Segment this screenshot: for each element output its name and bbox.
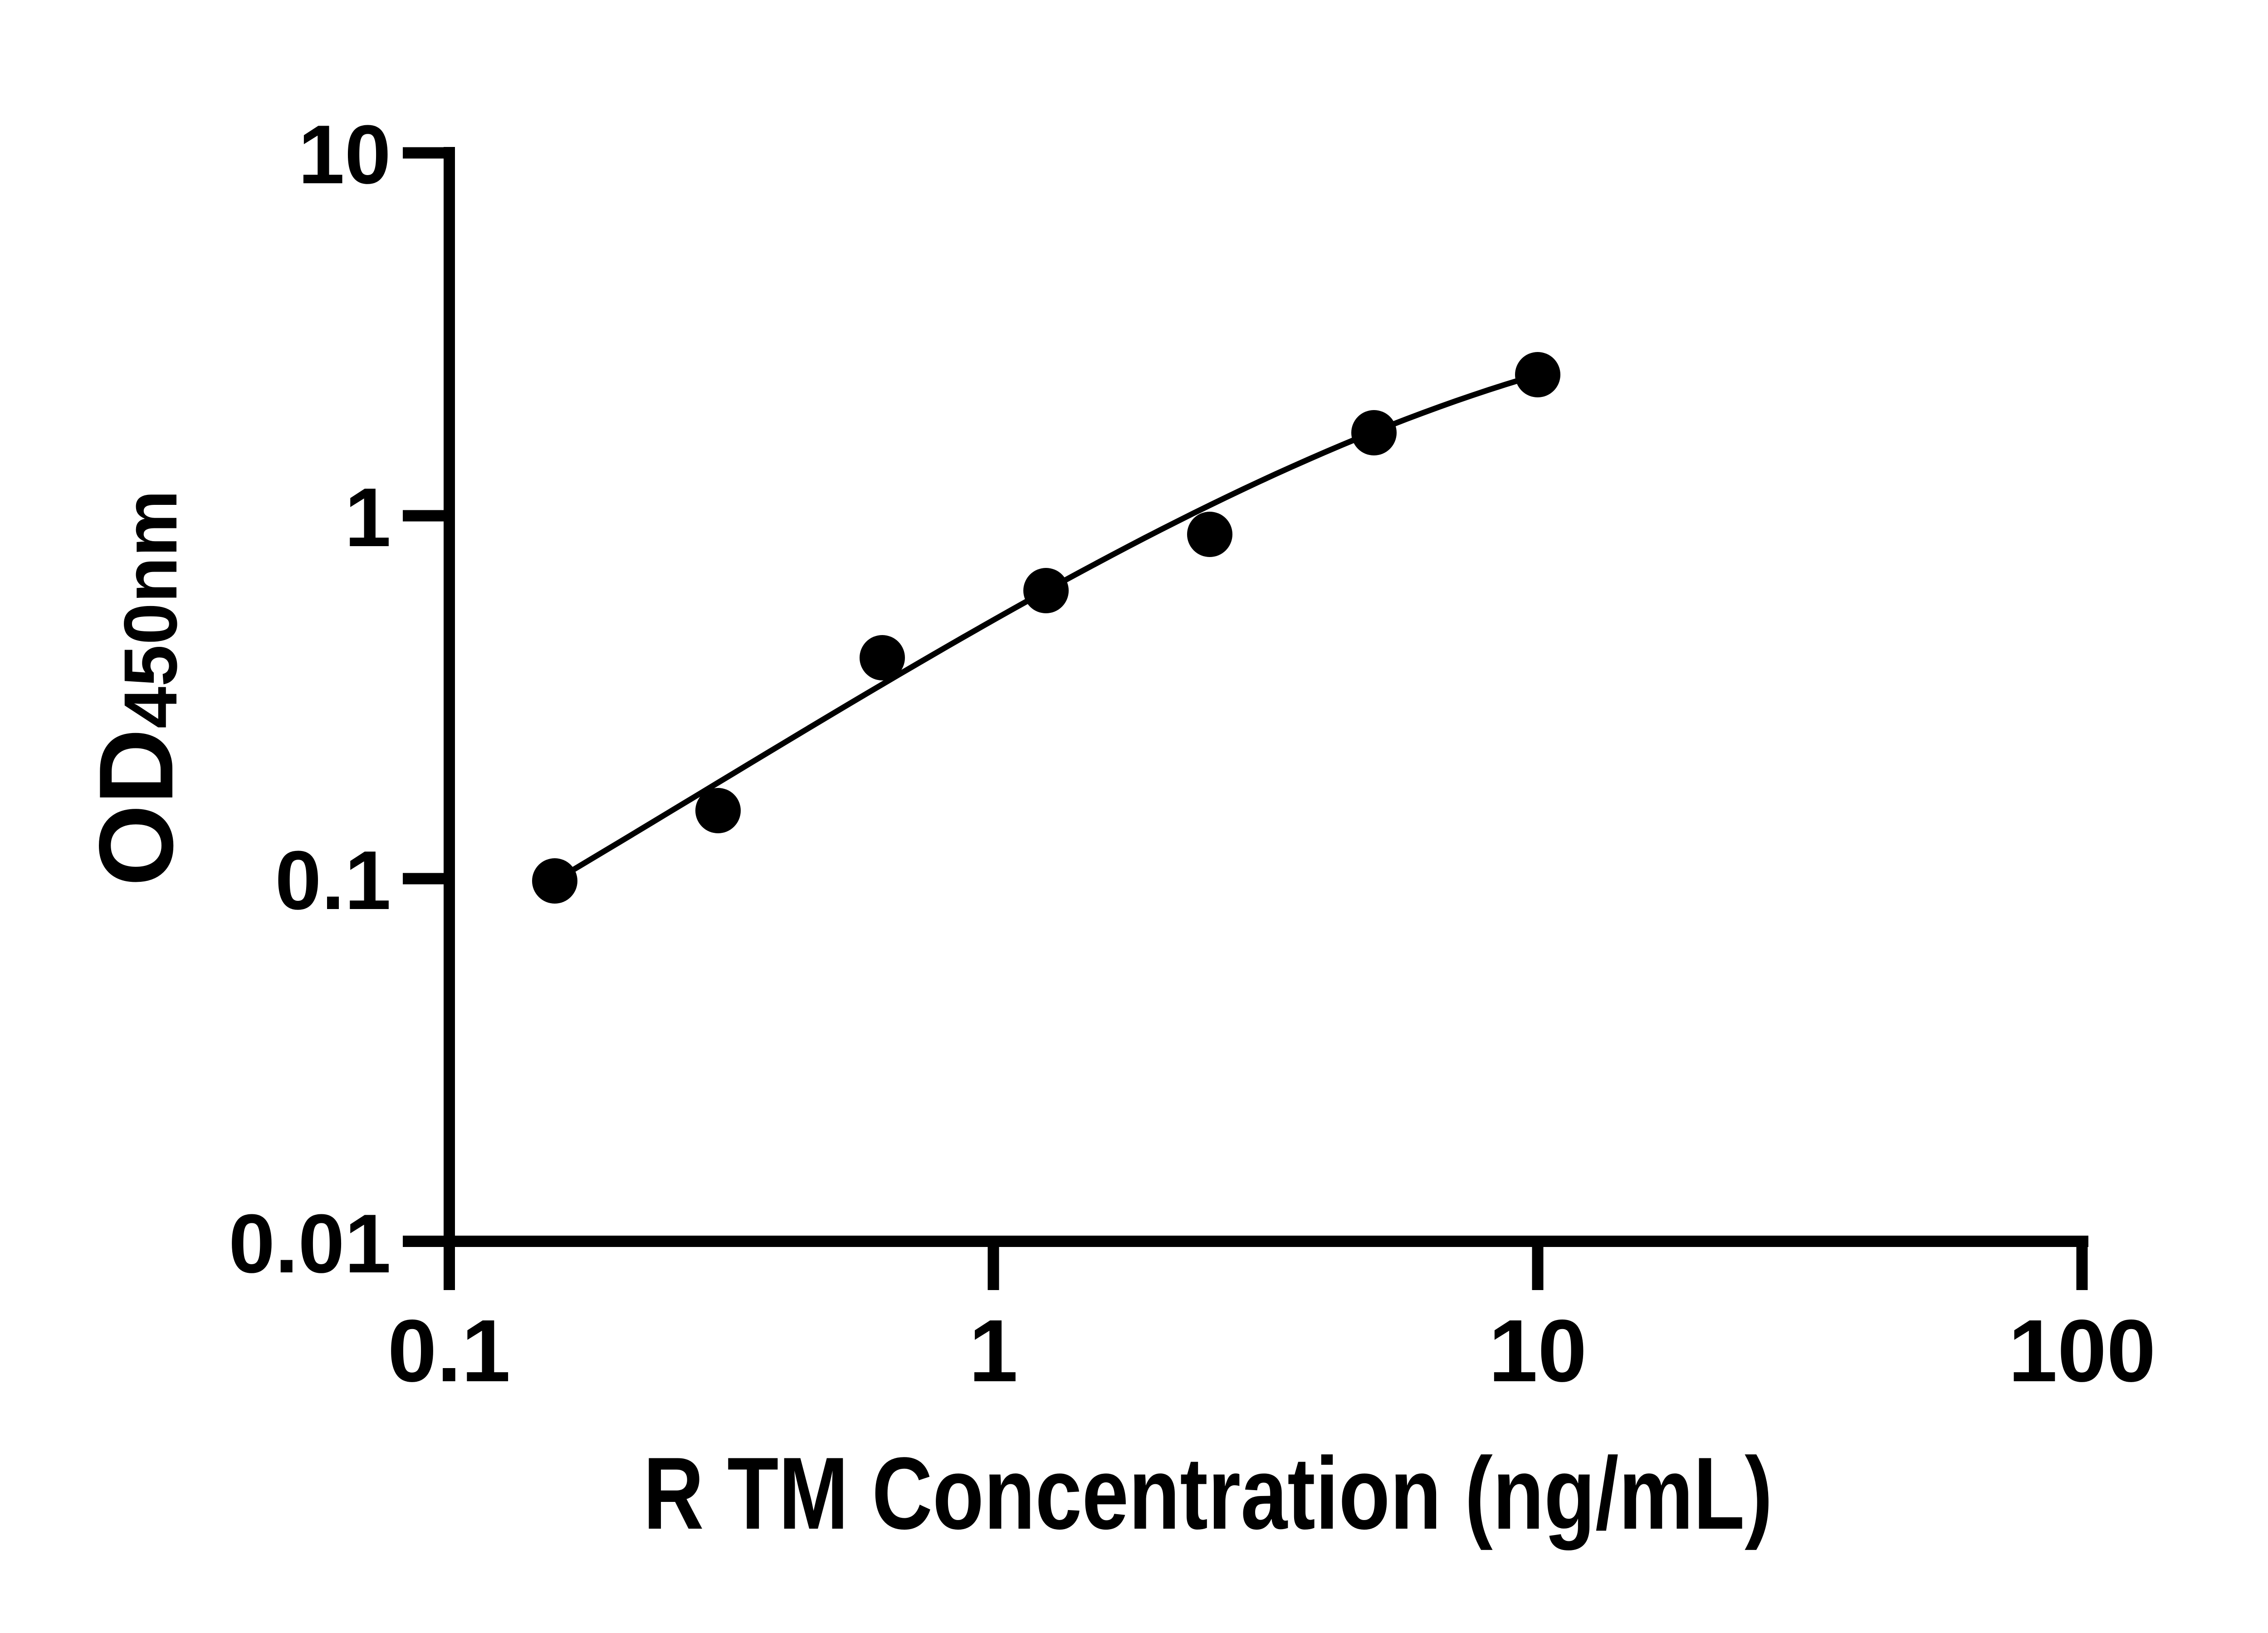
svg-text:0.1: 0.1	[275, 833, 391, 927]
svg-text:0.01: 0.01	[229, 1197, 391, 1290]
svg-text:OD450nm: OD450nm	[78, 490, 195, 886]
svg-text:10: 10	[1489, 1301, 1587, 1400]
svg-text:R TM Concentration (ng/mL): R TM Concentration (ng/mL)	[643, 1436, 1773, 1550]
svg-text:100: 100	[2008, 1301, 2156, 1400]
svg-text:1: 1	[345, 470, 391, 564]
svg-text:10: 10	[298, 108, 391, 201]
svg-text:0.1: 0.1	[387, 1301, 510, 1400]
svg-text:1: 1	[969, 1301, 1018, 1400]
